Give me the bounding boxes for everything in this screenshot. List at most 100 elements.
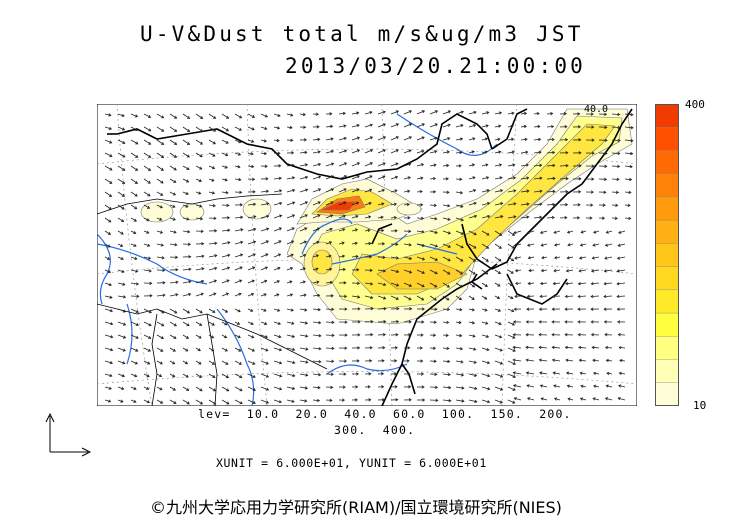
wind-vector <box>605 397 613 401</box>
wind-vector <box>208 334 214 339</box>
wind-vector <box>130 308 139 313</box>
wind-vector-head <box>497 308 502 312</box>
wind-vector-head <box>577 112 581 116</box>
wind-vector-head <box>448 385 452 390</box>
wind-vector-head <box>604 345 609 350</box>
wind-vector-head <box>159 205 163 209</box>
wind-vector <box>546 190 555 193</box>
wind-vector-head <box>497 271 502 275</box>
wind-vector <box>221 334 227 338</box>
wind-vector <box>455 151 462 154</box>
wind-vector-head <box>434 230 438 234</box>
wind-vector-head <box>357 346 361 350</box>
wind-vector <box>377 123 386 128</box>
wind-vector <box>541 398 548 401</box>
wind-vector <box>143 347 151 352</box>
wind-vector <box>260 293 267 297</box>
wind-vector <box>468 386 477 390</box>
wind-vector <box>104 113 111 116</box>
colorbar-band <box>655 243 679 268</box>
wind-vector-head <box>122 154 126 158</box>
wind-vector-head <box>317 214 321 218</box>
wind-vector-head <box>604 397 609 401</box>
wind-vector-head <box>368 241 372 246</box>
wind-vector-head <box>525 371 530 375</box>
wind-vector <box>494 282 501 287</box>
wind-vector-head <box>459 191 464 195</box>
wind-vector <box>130 165 138 171</box>
wind-vector-head <box>109 140 113 144</box>
wind-vector-head <box>473 189 477 193</box>
wind-vector-head <box>148 323 152 327</box>
wind-vector-head <box>526 230 530 235</box>
wind-vector-head <box>394 385 398 389</box>
wind-vector-head <box>447 231 452 235</box>
wind-vector <box>312 188 321 193</box>
wind-vector-head <box>109 309 114 313</box>
wind-vector <box>541 269 548 272</box>
wind-vector-head <box>213 401 217 405</box>
wind-vector-head <box>421 297 425 301</box>
wind-vector-head <box>173 336 177 339</box>
wind-vector-head <box>589 216 593 220</box>
colorbar-band <box>655 196 679 221</box>
wind-vector-head <box>175 255 179 259</box>
wind-vector-head <box>524 137 528 142</box>
wind-vector-head <box>567 243 571 247</box>
wind-vector <box>195 373 202 378</box>
wind-vector-head <box>552 189 556 194</box>
wind-vector-head <box>317 150 321 154</box>
wind-vector-head <box>251 348 255 352</box>
wind-vector-head <box>486 232 490 236</box>
wind-vector-head <box>618 371 622 375</box>
wind-vector <box>593 385 600 388</box>
wind-vector <box>416 295 424 301</box>
wind-vector-head <box>421 123 425 127</box>
wind-vector-head <box>564 345 568 350</box>
wind-vector-head <box>512 384 517 388</box>
wind-vector-head <box>471 150 475 154</box>
wind-vector <box>481 295 487 300</box>
wind-vector <box>481 347 490 351</box>
wind-vector-head <box>263 151 268 156</box>
wind-vector-head <box>396 307 400 311</box>
wind-vector-head <box>447 204 451 208</box>
wind-vector-head <box>527 281 531 286</box>
wind-vector-head <box>525 150 529 154</box>
wind-vector <box>104 204 112 210</box>
wind-vector-head <box>160 192 164 196</box>
wind-vector-head <box>500 215 504 219</box>
wind-vector <box>221 229 230 232</box>
wind-vector-head <box>602 203 606 207</box>
wind-vector <box>468 176 476 180</box>
wind-vector-head <box>213 292 217 296</box>
wind-vector-head <box>199 128 204 132</box>
wind-vector <box>247 253 256 258</box>
wind-vector-head <box>617 125 621 130</box>
wind-vector <box>481 386 490 390</box>
wind-vector <box>468 189 476 193</box>
wind-vector-head <box>578 164 582 168</box>
wind-vector <box>208 373 216 378</box>
wind-vector <box>221 386 229 392</box>
wind-vector <box>351 149 360 154</box>
wind-vector-head <box>175 268 179 272</box>
wind-vector-head <box>106 257 111 260</box>
wind-vector-head <box>382 110 386 114</box>
wind-vector <box>468 373 477 377</box>
wind-vector <box>312 294 320 297</box>
wind-vector <box>526 359 535 362</box>
wind-vector <box>455 204 463 208</box>
wind-vector-head <box>212 203 216 208</box>
wind-vector-head <box>200 229 204 233</box>
wind-vector <box>416 136 425 141</box>
wind-vector <box>579 256 587 259</box>
wind-vector <box>494 230 502 236</box>
wind-vector-head <box>408 229 412 233</box>
wind-vector <box>481 111 489 115</box>
wind-vector <box>377 295 386 299</box>
wind-vector <box>143 217 150 221</box>
wind-vector-head <box>499 348 503 352</box>
wind-vector-head <box>578 345 582 350</box>
wind-vector-head <box>238 292 242 296</box>
